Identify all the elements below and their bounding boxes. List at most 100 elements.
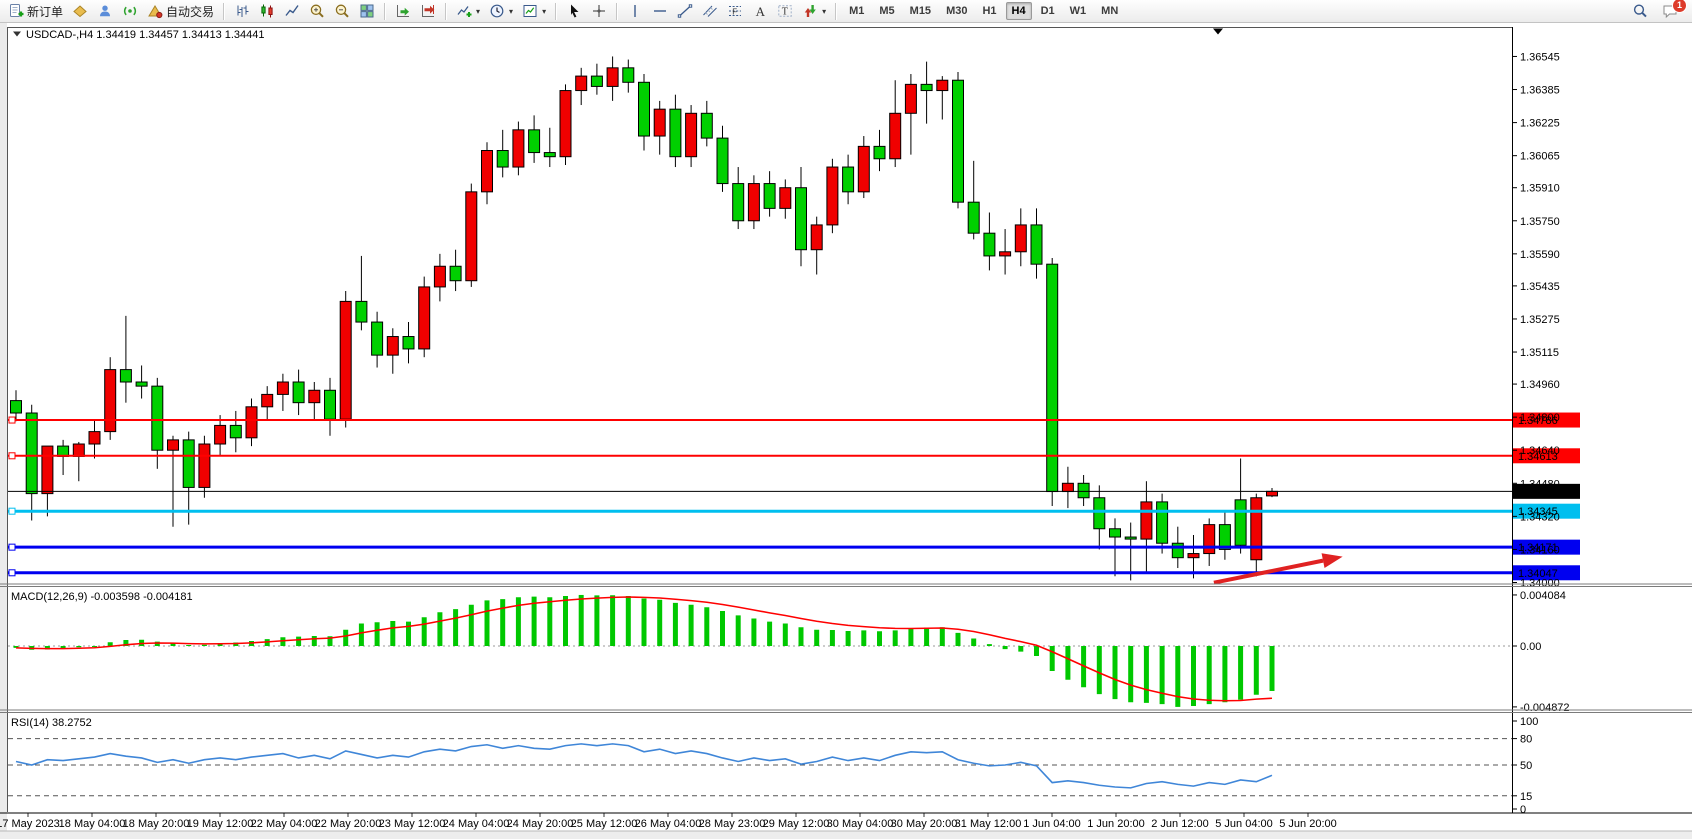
signals-icon — [122, 3, 138, 19]
timeframe-button-m30[interactable]: M30 — [940, 2, 973, 20]
macd-histogram-bar — [782, 623, 788, 646]
candlestick-chart-button[interactable] — [255, 1, 279, 21]
zoom-out-button[interactable] — [330, 1, 354, 21]
chart-shift-button[interactable] — [416, 1, 440, 21]
macd-histogram-bar — [437, 612, 443, 646]
timeframe-button-d1[interactable]: D1 — [1035, 2, 1061, 20]
bar-chart-button[interactable] — [230, 1, 254, 21]
templates-button[interactable]: ▾ — [518, 1, 550, 21]
candle-body — [1234, 499, 1247, 546]
candle-body — [983, 232, 996, 257]
candle-body — [151, 385, 164, 451]
chart-window[interactable]: 1.34441 1.34786 1.34613 1.34345 1.34171 1.340… — [0, 23, 1692, 839]
candlestick-series — [10, 56, 1278, 581]
time-tick-label: 25 May 12:00 — [571, 818, 638, 830]
candle-body — [1077, 482, 1090, 499]
time-tick-label: 1 Jun 20:00 — [1087, 818, 1145, 830]
candle-body — [433, 265, 446, 288]
trend-arrow-object[interactable] — [1213, 558, 1324, 585]
chart-shift-marker[interactable] — [1213, 28, 1223, 35]
hline-anchor[interactable] — [8, 452, 16, 460]
candle-body — [1014, 224, 1027, 253]
search-button[interactable] — [1628, 1, 1652, 21]
candle-body — [826, 166, 839, 226]
macd-histogram-bar — [861, 630, 867, 646]
candle-body — [1171, 542, 1184, 559]
candle-body — [292, 381, 305, 404]
periods-button[interactable]: ▾ — [485, 1, 517, 21]
price-tick-label: 1.35910 — [1520, 183, 1560, 195]
bid-price-badge-text: 1.34441 — [1518, 486, 1558, 498]
candle-body — [308, 389, 321, 404]
macd-indicator-label: MACD(12,26,9) -0.003598 -0.004181 — [11, 591, 193, 603]
price-tick-label: 1.36545 — [1520, 51, 1560, 63]
fibonacci-button[interactable] — [723, 1, 747, 21]
hline-anchor[interactable] — [8, 569, 16, 577]
price-tick-label: 1.34320 — [1520, 511, 1560, 523]
arrows-tool-button[interactable]: ▾ — [798, 1, 830, 21]
candle-body — [920, 83, 933, 92]
new-order-button[interactable]: 新订单 — [4, 1, 67, 21]
vertical-line-button[interactable] — [623, 1, 647, 21]
macd-scale-label: 0.004084 — [1520, 590, 1566, 602]
community-button[interactable] — [93, 1, 117, 21]
notifications-button[interactable]: 1 — [1658, 0, 1687, 21]
price-tick-label: 1.36225 — [1520, 118, 1560, 130]
macd-histogram-bar — [720, 611, 725, 646]
line-chart-button[interactable] — [280, 1, 304, 21]
candle-body — [276, 381, 289, 395]
hline-price-badge-text: 1.34345 — [1518, 506, 1558, 518]
bar-chart-icon — [234, 3, 250, 19]
candle-body — [88, 431, 101, 445]
signals-button[interactable] — [118, 1, 142, 21]
candle-body — [245, 406, 258, 439]
hline-anchor[interactable] — [8, 416, 16, 424]
timeframe-button-h1[interactable]: H1 — [976, 2, 1002, 20]
channel-button[interactable] — [698, 1, 722, 21]
timeframe-button-mn[interactable]: MN — [1095, 2, 1124, 20]
tile-windows-button[interactable] — [355, 1, 379, 21]
timeframe-button-m15[interactable]: M15 — [904, 2, 937, 20]
timeframe-button-w1[interactable]: W1 — [1064, 2, 1093, 20]
zoom-in-button[interactable] — [305, 1, 329, 21]
candle-body — [465, 191, 478, 282]
auto-trading-button[interactable]: 自动交易 — [143, 1, 218, 21]
chevron-down-icon: ▾ — [822, 6, 827, 16]
timeframe-button-m5[interactable]: M5 — [873, 2, 900, 20]
trend-arrow-head[interactable] — [1321, 553, 1343, 568]
rsi-scale-label: 50 — [1520, 760, 1532, 772]
price-tick-label: 1.34800 — [1520, 412, 1560, 424]
candle-body — [1187, 553, 1200, 559]
macd-histogram-bar — [578, 594, 584, 646]
hline-price-badge — [1513, 503, 1580, 519]
candle-body — [1266, 490, 1278, 497]
cursor-button[interactable] — [562, 1, 586, 21]
macd-histogram-bar — [421, 617, 427, 646]
time-tick-label: 5 Jun 04:00 — [1215, 818, 1273, 830]
text-tool-button[interactable] — [748, 1, 772, 21]
hline-anchor[interactable] — [8, 507, 16, 515]
timeframe-button-h4[interactable]: H4 — [1005, 2, 1032, 20]
rsi-scale-label: 0 — [1520, 804, 1526, 816]
timeframe-button-m1[interactable]: M1 — [843, 2, 870, 20]
symbol-dropdown-icon[interactable] — [13, 31, 21, 37]
metaeditor-button[interactable] — [68, 1, 92, 21]
time-tick-label: 18 May 04:00 — [59, 818, 126, 830]
crosshair-button[interactable] — [587, 1, 611, 21]
hline-price-badge-text: 1.34786 — [1518, 415, 1558, 427]
macd-histogram-bar — [1112, 646, 1118, 700]
macd-histogram-bar — [296, 636, 302, 646]
indicators-button[interactable]: ▾ — [452, 1, 484, 21]
toolbar-separator — [223, 2, 226, 20]
macd-histogram-bar — [688, 604, 694, 646]
auto-scroll-button[interactable] — [391, 1, 415, 21]
horizontal-line-button[interactable] — [648, 1, 672, 21]
macd-histogram-bar — [107, 642, 113, 646]
hline-anchor[interactable] — [8, 543, 16, 551]
trendline-button[interactable] — [673, 1, 697, 21]
candle-body — [716, 137, 729, 185]
candle-body — [967, 201, 980, 234]
hline-price-badge — [1513, 565, 1580, 581]
text-label-button[interactable] — [773, 1, 797, 21]
toolbar-separator — [616, 2, 619, 20]
